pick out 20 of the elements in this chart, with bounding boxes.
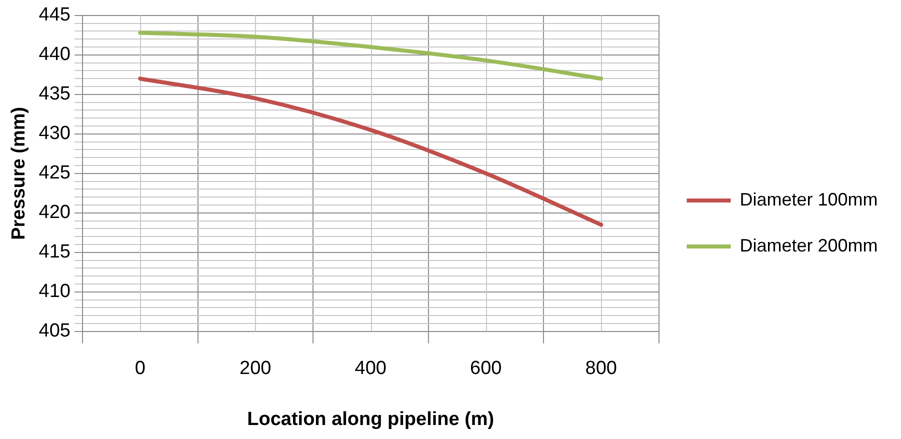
legend-label: Diameter 200mm [740,235,878,256]
x-tick-label: 800 [585,358,617,380]
x-tick-label: 400 [354,358,386,380]
y-tick-label: 425 [38,162,70,184]
y-tick-label: 430 [38,123,70,144]
x-tick-label: 200 [240,358,272,380]
y-tick-label: 435 [38,84,70,105]
line-series [138,30,604,81]
y-tick-label: 405 [38,320,70,342]
y-tick-label: 420 [38,202,70,224]
line-series [138,76,604,227]
y-axis-title: Pressure (mm) [8,106,30,240]
y-tick-label: 410 [38,281,70,302]
y-tick-label: 445 [38,4,70,26]
x-axis-title: Location along pipeline (m) [247,408,494,430]
x-tick-label: 600 [470,358,502,380]
y-tick-label: 440 [38,44,70,66]
x-tick-label: 0 [134,358,146,380]
y-tick-label: 415 [38,242,70,263]
legend-label: Diameter 100mm [740,189,878,210]
